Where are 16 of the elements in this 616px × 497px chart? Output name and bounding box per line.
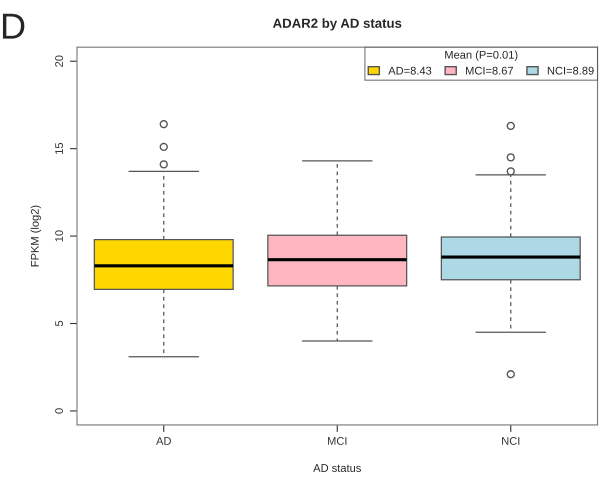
x-tick-label: MCI	[328, 437, 346, 445]
y-axis-title: FPKM (log2)	[30, 206, 41, 266]
legend-title: Mean (P=0.01)	[445, 50, 518, 61]
chart-title: ADAR2 by AD status	[272, 18, 402, 31]
legend-label: MCI=8.67	[466, 66, 514, 75]
text: D	[2, 14, 24, 39]
x-tick-label: AD	[156, 437, 171, 445]
y-tick-label: 20	[55, 55, 63, 67]
y-tick-label: 5	[55, 320, 63, 326]
legend-label: AD=8.43	[388, 66, 432, 75]
y-tick-label: 10	[55, 230, 63, 242]
x-axis-title: AD status	[313, 464, 361, 472]
y-tick-label: 0	[55, 408, 63, 414]
y-tick-label: 15	[55, 142, 63, 154]
x-tick-label: NCI	[502, 437, 520, 445]
legend-label: NCI=8.89	[548, 66, 594, 75]
